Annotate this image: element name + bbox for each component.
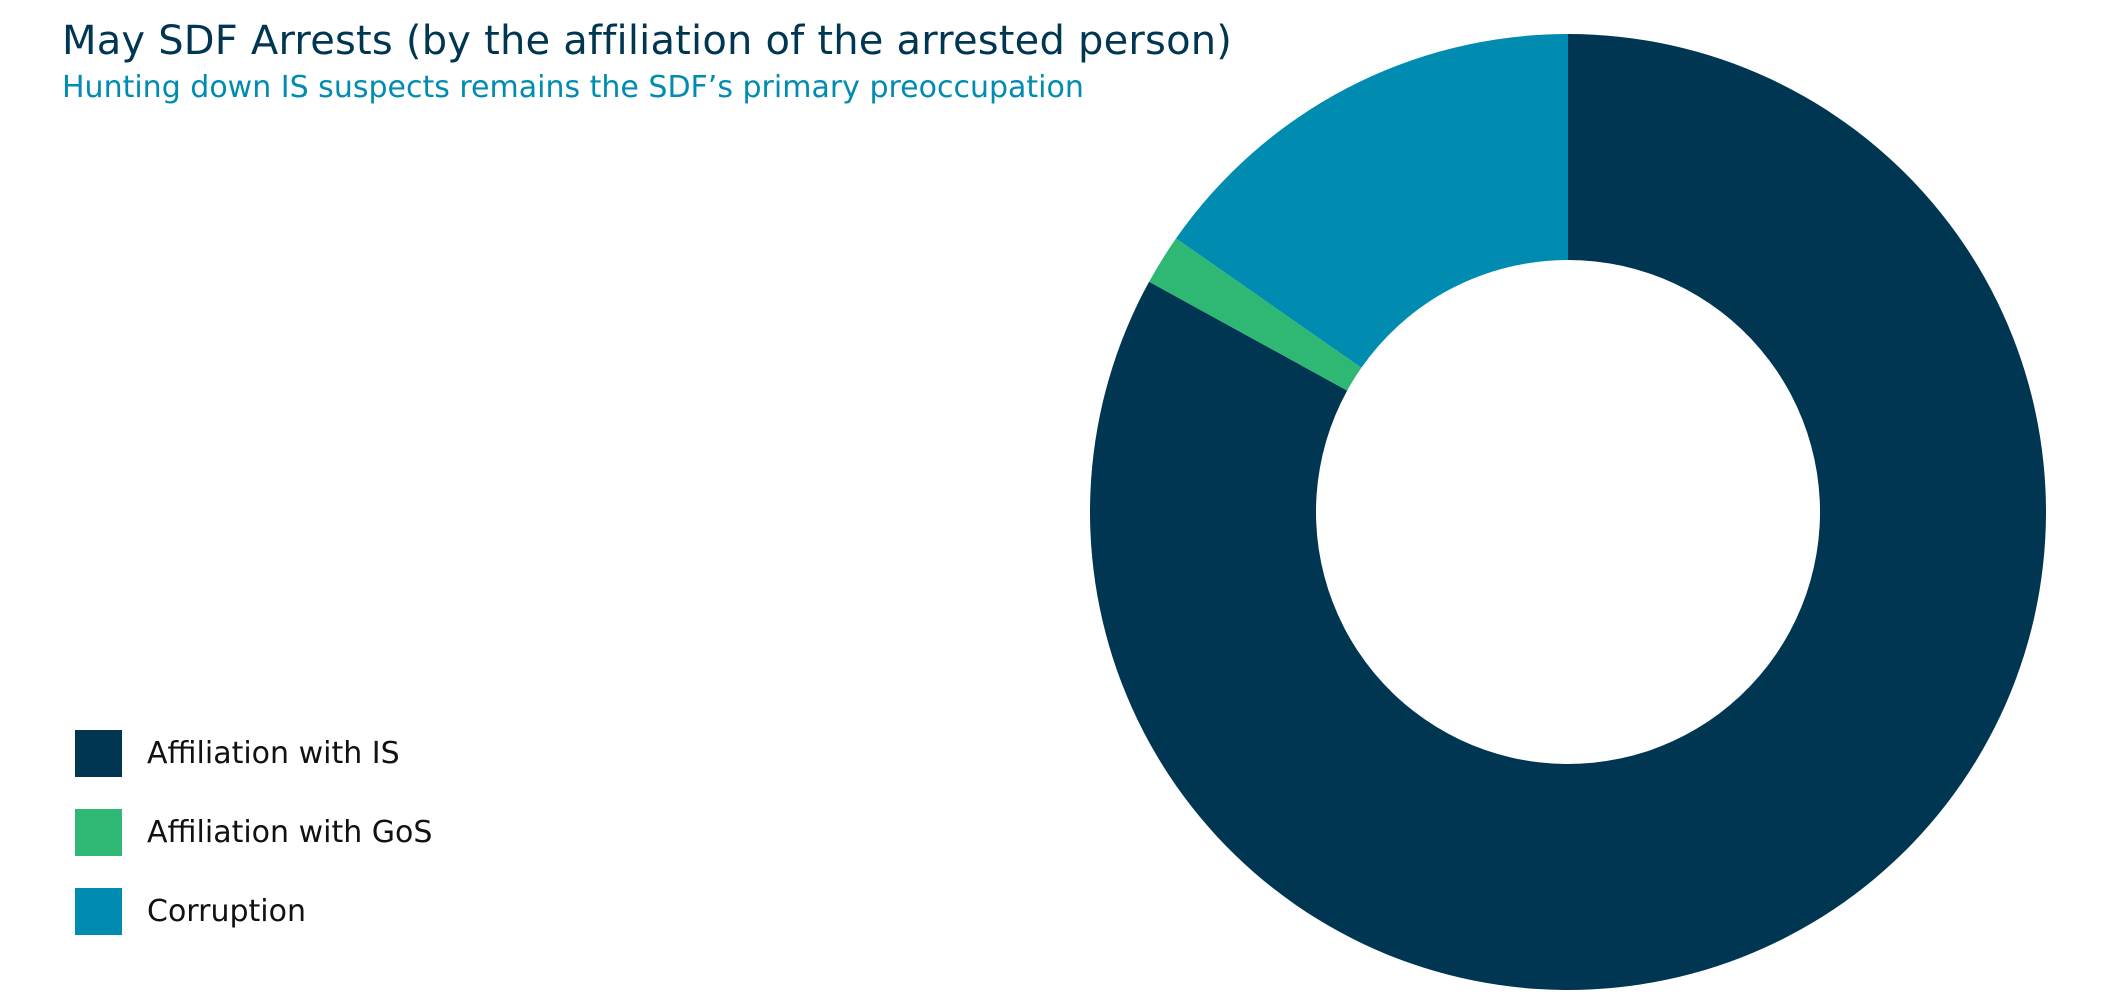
legend-swatch-corruption [75,888,122,935]
donut-slice-is [1089,34,2046,990]
legend-item-corruption: Corruption [75,888,432,935]
donut-slice-corruption [1176,33,1568,368]
legend: Affiliation with IS Affiliation with GoS… [75,730,432,967]
legend-swatch-gos [75,809,122,856]
legend-label-gos: Affiliation with GoS [147,815,433,850]
legend-item-gos: Affiliation with GoS [75,809,432,856]
legend-label-is: Affiliation with IS [147,736,400,771]
donut-slice-gos [1149,238,1362,391]
legend-item-is: Affiliation with IS [75,730,432,777]
legend-swatch-is [75,730,122,777]
legend-label-corruption: Corruption [147,894,306,929]
chart-title: May SDF Arrests (by the affiliation of t… [62,18,1233,64]
chart-subtitle: Hunting down IS suspects remains the SDF… [62,70,1084,105]
